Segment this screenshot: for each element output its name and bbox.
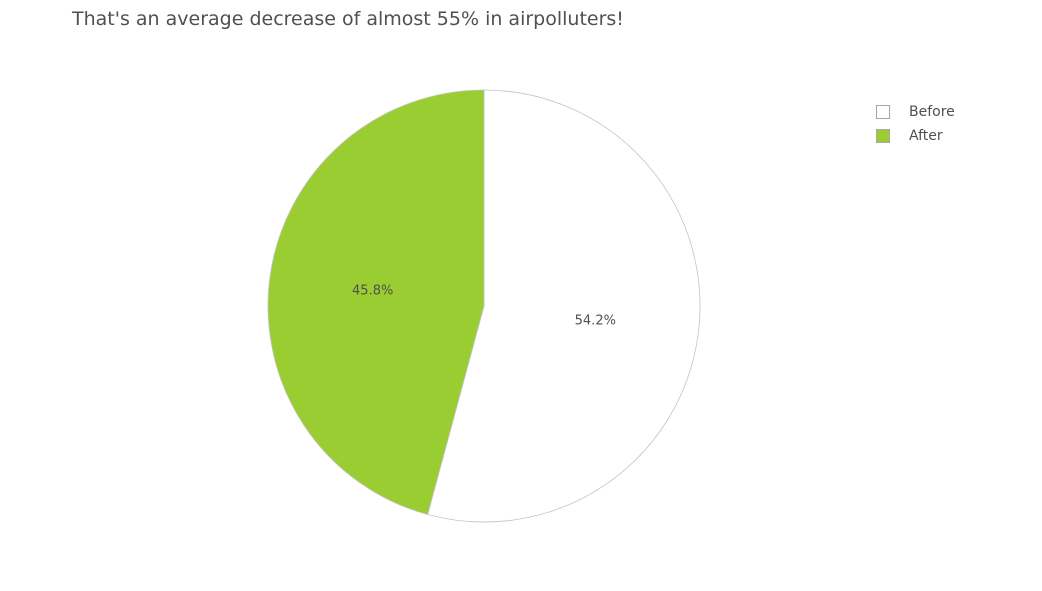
chart-title: That's an average decrease of almost 55%…: [72, 8, 624, 30]
legend-label-before: Before: [909, 104, 955, 120]
pie-labels: 54.2% 45.8%: [352, 284, 616, 329]
legend-label-after: After: [909, 128, 943, 144]
pie-slices: [267, 89, 701, 523]
legend-item-after[interactable]: After: [876, 124, 955, 148]
legend-swatch-before: [876, 105, 890, 119]
pie-slice-after[interactable]: [267, 89, 485, 516]
legend: Before After: [876, 100, 955, 148]
slice-label-after: 45.8%: [352, 284, 393, 299]
legend-swatch-after: [876, 129, 890, 143]
legend-item-before[interactable]: Before: [876, 100, 955, 124]
pie-slice-before[interactable]: [427, 89, 701, 523]
slice-label-before: 54.2%: [575, 313, 616, 328]
